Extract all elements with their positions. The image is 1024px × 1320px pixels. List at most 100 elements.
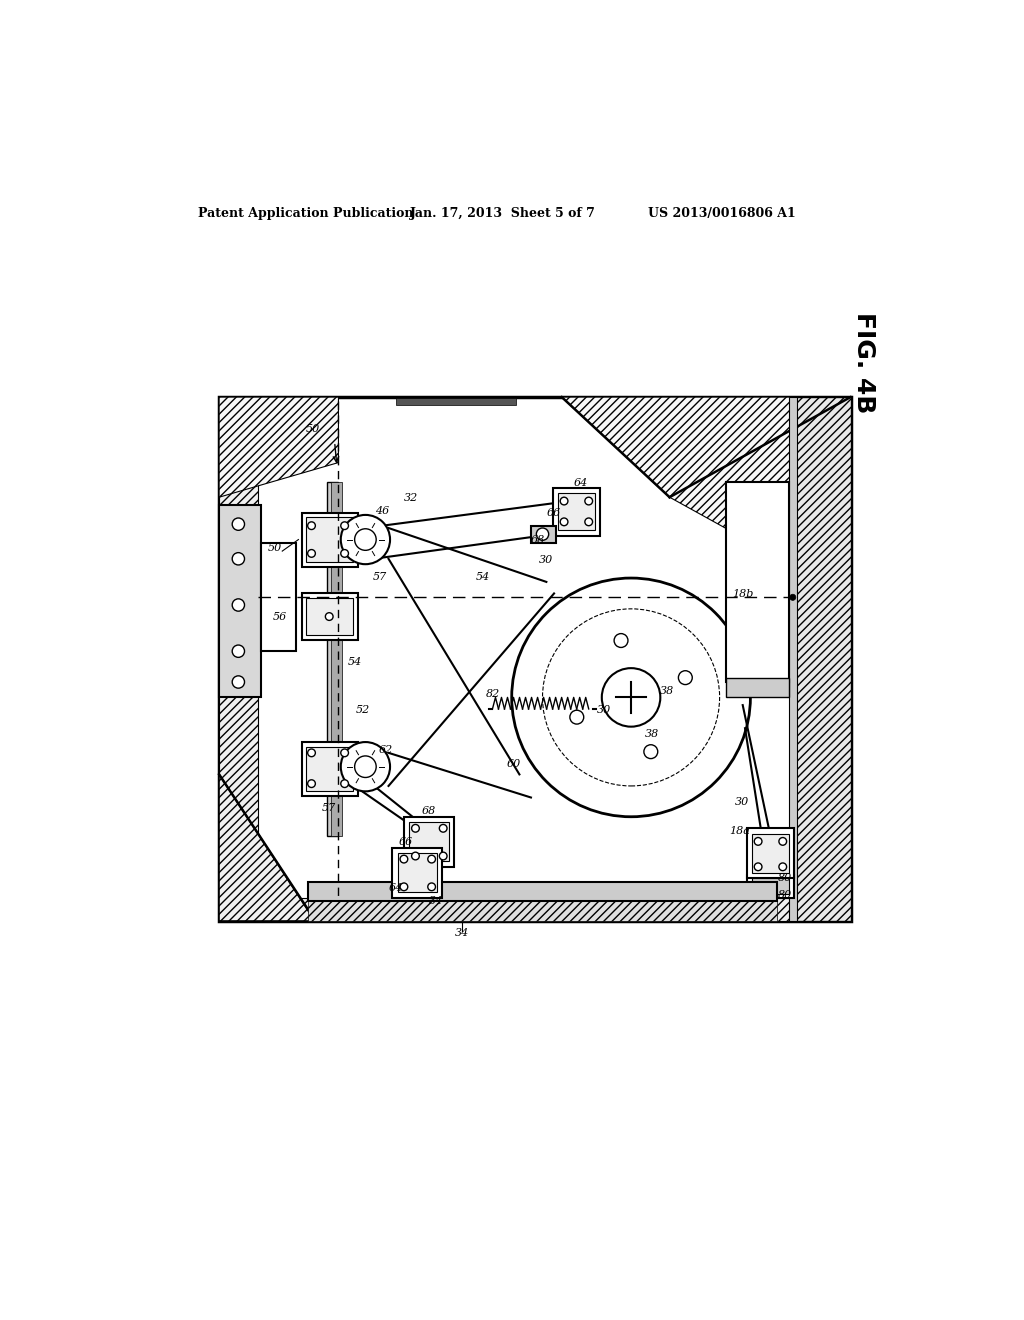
Circle shape xyxy=(341,515,390,564)
Circle shape xyxy=(400,855,408,863)
Circle shape xyxy=(614,634,628,647)
Circle shape xyxy=(232,599,245,611)
Circle shape xyxy=(585,517,593,525)
Text: 54: 54 xyxy=(348,657,361,667)
Bar xyxy=(795,397,851,921)
Text: Jan. 17, 2013  Sheet 5 of 7: Jan. 17, 2013 Sheet 5 of 7 xyxy=(410,207,596,220)
Text: 80: 80 xyxy=(777,890,792,900)
Circle shape xyxy=(232,645,245,657)
Circle shape xyxy=(400,883,408,891)
Text: 68: 68 xyxy=(531,536,545,545)
Circle shape xyxy=(585,498,593,506)
Polygon shape xyxy=(562,397,851,598)
Text: 50: 50 xyxy=(268,543,283,553)
Bar xyxy=(396,397,515,405)
Text: 68: 68 xyxy=(422,807,436,817)
Circle shape xyxy=(644,744,657,759)
Text: 18b: 18b xyxy=(733,589,754,599)
Circle shape xyxy=(602,668,660,726)
Circle shape xyxy=(232,517,245,531)
Text: 64: 64 xyxy=(573,478,588,487)
Bar xyxy=(403,817,454,867)
Circle shape xyxy=(678,671,692,685)
Bar xyxy=(261,544,296,651)
Circle shape xyxy=(412,825,419,832)
Circle shape xyxy=(755,863,762,871)
Circle shape xyxy=(341,780,348,788)
Bar xyxy=(553,488,600,536)
Bar xyxy=(301,512,357,566)
Text: 66: 66 xyxy=(547,508,560,519)
Circle shape xyxy=(307,549,315,557)
Bar xyxy=(307,882,777,902)
Text: 38: 38 xyxy=(660,685,675,696)
Bar xyxy=(410,822,449,862)
Text: FIG. 4B: FIG. 4B xyxy=(852,312,876,413)
Text: 60: 60 xyxy=(506,759,520,768)
Circle shape xyxy=(428,883,435,891)
Circle shape xyxy=(354,756,376,777)
Bar xyxy=(752,878,788,894)
Bar xyxy=(327,482,339,836)
Text: 50: 50 xyxy=(306,424,321,434)
Text: 18a: 18a xyxy=(730,826,751,837)
Circle shape xyxy=(439,853,447,859)
Text: US 2013/0016806 A1: US 2013/0016806 A1 xyxy=(648,207,796,220)
Bar xyxy=(397,853,437,892)
Text: 46: 46 xyxy=(376,506,390,516)
Text: 62: 62 xyxy=(379,744,393,755)
Circle shape xyxy=(341,748,348,756)
Circle shape xyxy=(232,553,245,565)
Bar xyxy=(746,829,795,878)
Text: 32: 32 xyxy=(403,494,418,503)
Circle shape xyxy=(307,748,315,756)
Circle shape xyxy=(326,612,333,620)
Bar xyxy=(306,517,353,562)
Bar xyxy=(558,494,595,531)
Text: 34: 34 xyxy=(455,928,469,939)
Bar xyxy=(331,482,342,836)
Text: 64: 64 xyxy=(388,883,402,894)
Text: 66: 66 xyxy=(398,837,413,847)
Circle shape xyxy=(341,742,390,792)
Text: 52: 52 xyxy=(355,705,370,715)
Text: 80: 80 xyxy=(777,873,792,883)
Wedge shape xyxy=(519,697,751,817)
Bar xyxy=(301,594,357,640)
Circle shape xyxy=(779,863,786,871)
Text: 54: 54 xyxy=(475,573,489,582)
Circle shape xyxy=(512,578,751,817)
Bar xyxy=(306,747,353,792)
Bar xyxy=(219,506,261,697)
Circle shape xyxy=(537,528,549,540)
Bar xyxy=(219,397,258,921)
Bar xyxy=(788,397,797,921)
Circle shape xyxy=(570,710,584,725)
Bar xyxy=(219,397,851,921)
Circle shape xyxy=(439,825,447,832)
Text: 30: 30 xyxy=(735,797,750,808)
Polygon shape xyxy=(219,397,339,498)
Circle shape xyxy=(560,517,568,525)
Bar xyxy=(531,527,556,544)
Circle shape xyxy=(755,837,762,845)
Circle shape xyxy=(354,529,376,550)
Bar xyxy=(726,678,788,697)
Circle shape xyxy=(428,855,435,863)
Circle shape xyxy=(341,549,348,557)
Circle shape xyxy=(232,676,245,688)
Circle shape xyxy=(560,498,568,506)
Bar xyxy=(306,598,353,635)
Bar xyxy=(301,742,357,796)
Circle shape xyxy=(412,853,419,859)
Bar xyxy=(746,874,795,898)
Text: 57: 57 xyxy=(322,804,336,813)
Text: 82: 82 xyxy=(486,689,501,700)
Text: 30: 30 xyxy=(539,554,553,565)
Text: 30: 30 xyxy=(596,705,610,715)
Text: 56: 56 xyxy=(273,612,288,623)
Circle shape xyxy=(779,837,786,845)
Bar xyxy=(730,486,785,678)
Bar xyxy=(219,898,851,921)
Text: Patent Application Publication: Patent Application Publication xyxy=(199,207,414,220)
